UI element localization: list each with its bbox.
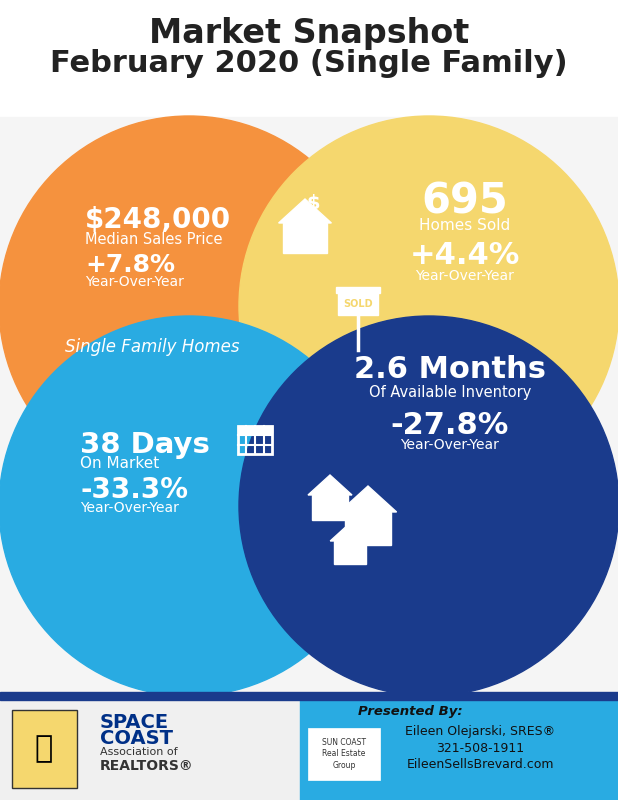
Bar [336,287,380,293]
Bar [312,495,348,520]
Text: $248,000: $248,000 [85,206,231,234]
Circle shape [0,316,379,696]
Bar [0,700,300,800]
Text: Homes Sold: Homes Sold [420,218,510,233]
Text: February 2020 (Single Family): February 2020 (Single Family) [50,49,568,78]
Circle shape [0,116,379,496]
Bar [338,293,378,315]
Polygon shape [308,475,352,495]
Text: SUN COAST
Real Estate
Group: SUN COAST Real Estate Group [322,738,366,770]
Text: COAST: COAST [100,729,173,747]
Polygon shape [279,199,331,223]
Text: EileenSellsBrevard.com: EileenSellsBrevard.com [406,758,554,770]
Polygon shape [330,523,370,541]
Text: +4.4%: +4.4% [410,241,520,270]
Text: Presented By:: Presented By: [358,706,462,718]
Text: Median Sales Price: Median Sales Price [85,233,222,247]
Text: Association of: Association of [100,747,177,757]
Text: +7.8%: +7.8% [85,253,175,277]
FancyBboxPatch shape [12,710,77,788]
Text: REALTORS®: REALTORS® [100,759,193,773]
Text: 38 Days: 38 Days [80,431,210,459]
Text: Year-Over-Year: Year-Over-Year [80,501,179,515]
Text: Year-Over-Year: Year-Over-Year [415,269,514,283]
Text: Eileen Olejarski, SRES®: Eileen Olejarski, SRES® [405,726,555,738]
Bar [345,512,391,545]
Circle shape [239,316,618,696]
Bar [0,692,618,700]
Bar [284,223,326,253]
Bar [334,541,366,563]
Bar [238,426,272,454]
Text: $: $ [306,194,320,213]
Bar [238,426,272,433]
Text: 2.6 Months: 2.6 Months [354,355,546,385]
Text: 🌊: 🌊 [35,734,53,763]
Text: Single Family Homes: Single Family Homes [65,338,240,356]
Text: Market Snapshot: Market Snapshot [149,18,469,50]
Text: Year-Over-Year: Year-Over-Year [400,438,499,452]
Bar [0,117,618,695]
Text: Year-Over-Year: Year-Over-Year [85,275,184,289]
Text: SPACE: SPACE [100,713,169,731]
Text: SOLD: SOLD [343,299,373,309]
Bar [308,728,380,780]
Text: -27.8%: -27.8% [391,410,509,439]
Circle shape [239,116,618,496]
Text: On Market: On Market [80,457,159,471]
Text: -33.3%: -33.3% [80,476,188,504]
Text: 695: 695 [421,181,509,223]
Text: Of Available Inventory: Of Available Inventory [369,385,531,399]
Polygon shape [339,486,397,512]
Bar [300,700,618,800]
Text: 321-508-1911: 321-508-1911 [436,742,524,754]
